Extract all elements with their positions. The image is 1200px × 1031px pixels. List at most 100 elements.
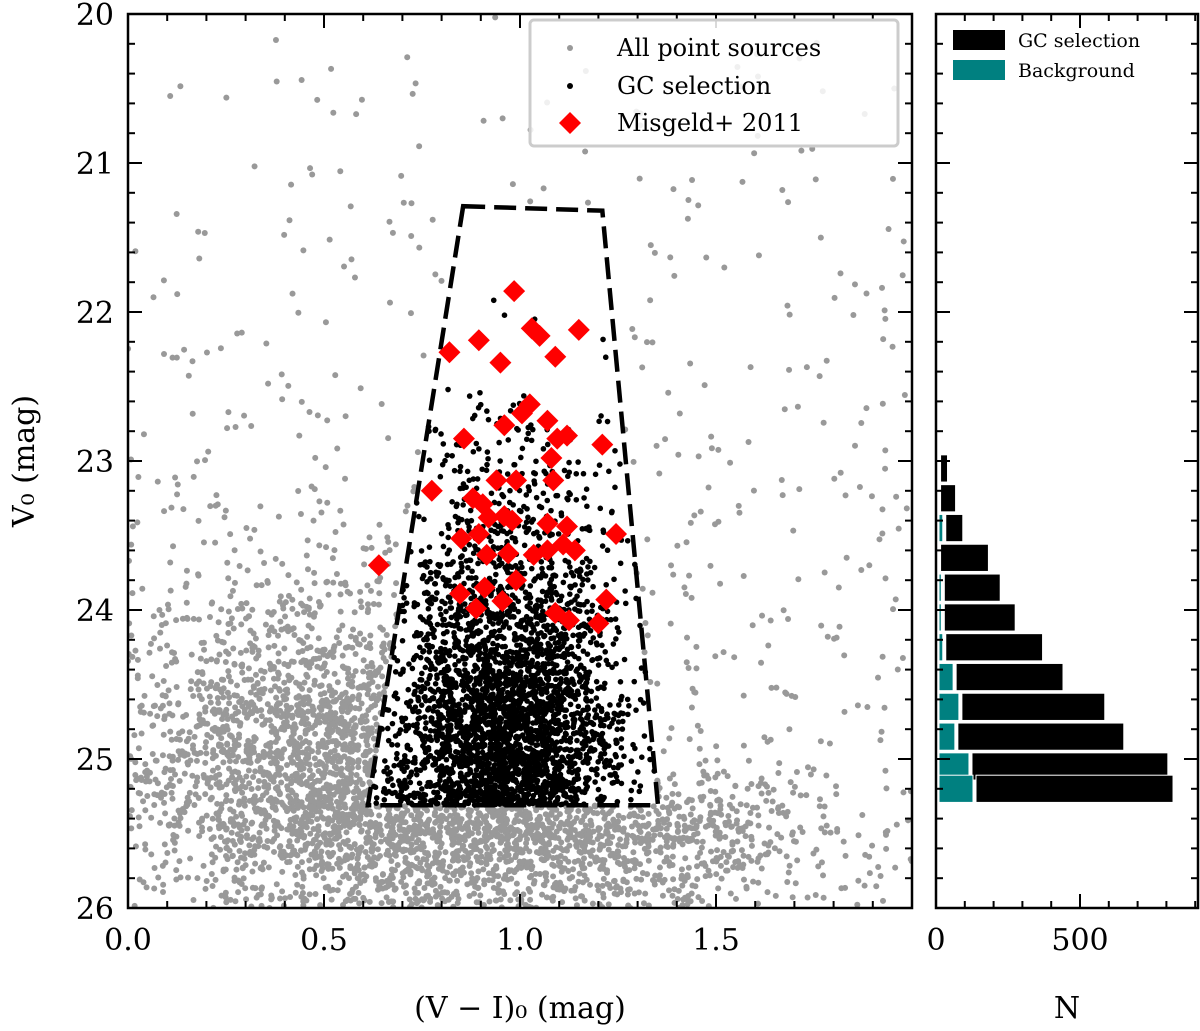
gc-point [625,711,631,718]
all-source-point [695,202,702,209]
all-source-point [561,865,568,872]
gc-point [506,625,513,631]
all-source-point [299,647,306,654]
all-source-point [272,683,279,690]
all-source-point [223,723,230,730]
gc-point [490,640,496,647]
all-source-point [190,473,197,480]
all-source-point [788,692,795,699]
all-source-point [345,721,352,728]
all-source-point [689,685,696,692]
all-source-point [237,785,244,792]
all-source-point [569,873,576,880]
all-source-point [293,679,300,686]
all-source-point [225,575,232,582]
all-source-point [317,691,324,698]
all-source-point [237,649,244,656]
gc-point [603,657,610,664]
all-source-point [446,863,453,870]
all-source-point [702,873,709,880]
all-source-point [245,767,252,774]
gc-point [604,547,611,554]
all-source-point [482,829,489,836]
all-source-point [140,798,147,805]
all-source-point [252,635,259,642]
all-source-point [168,504,175,511]
all-source-point [855,832,862,839]
all-source-point [358,96,365,103]
all-source-point [435,865,442,872]
all-source-point [363,873,370,880]
all-source-point [185,735,192,742]
all-source-point [580,855,587,862]
all-source-point [399,818,406,825]
all-source-point [527,198,534,205]
all-source-point [181,346,188,353]
all-source-point [256,695,263,702]
all-source-point [483,861,490,868]
all-source-point [697,849,704,856]
all-source-point [700,768,707,775]
all-source-point [408,200,415,207]
all-source-point [414,449,421,456]
all-source-point [320,741,327,748]
all-source-point [257,891,264,898]
all-source-point [671,886,678,893]
all-source-point [720,649,727,656]
all-source-point [601,815,608,822]
all-source-point [358,604,365,611]
all-source-point [725,853,732,860]
all-source-point [782,689,789,696]
all-source-point [743,885,750,892]
all-source-point [666,775,673,782]
all-source-point [799,828,806,835]
all-source-point [432,856,439,863]
all-source-point [817,738,824,745]
all-source-point [236,563,243,570]
gc-point [621,656,628,663]
all-source-point [712,521,719,528]
all-source-point [626,886,633,893]
all-source-point [489,877,496,884]
all-source-point [324,499,331,506]
all-source-point [328,692,335,699]
all-source-point [331,547,338,554]
all-source-point [243,773,250,780]
all-source-point [372,861,379,868]
all-source-point [778,477,785,484]
all-source-point [660,748,667,755]
all-source-point [337,730,344,737]
all-source-point [699,898,706,905]
all-source-point [227,620,234,627]
all-source-point [273,78,280,85]
all-source-point [651,249,658,256]
all-source-point [497,816,504,823]
all-source-point [163,784,170,791]
all-source-point [278,371,285,378]
all-source-point [245,613,252,620]
all-source-point [314,816,321,823]
all-source-point [676,410,683,417]
all-source-point [333,634,340,641]
all-source-point [194,458,201,465]
all-source-point [214,695,221,702]
all-source-point [437,813,444,820]
all-source-point [873,883,880,890]
all-source-point [414,865,421,872]
all-source-point [686,736,693,743]
all-source-point [385,899,392,906]
gc-point [484,461,490,468]
all-source-point [188,678,195,685]
all-source-point [279,854,286,861]
all-source-point [750,878,757,885]
all-source-point [882,767,889,774]
all-source-point [193,680,200,687]
all-source-point [229,774,236,781]
all-source-point [403,890,410,897]
all-source-point [454,877,461,884]
gc-point [452,653,458,659]
all-source-point [267,744,274,751]
all-source-point [600,894,607,901]
all-source-point [186,789,193,796]
all-source-point [234,831,241,838]
